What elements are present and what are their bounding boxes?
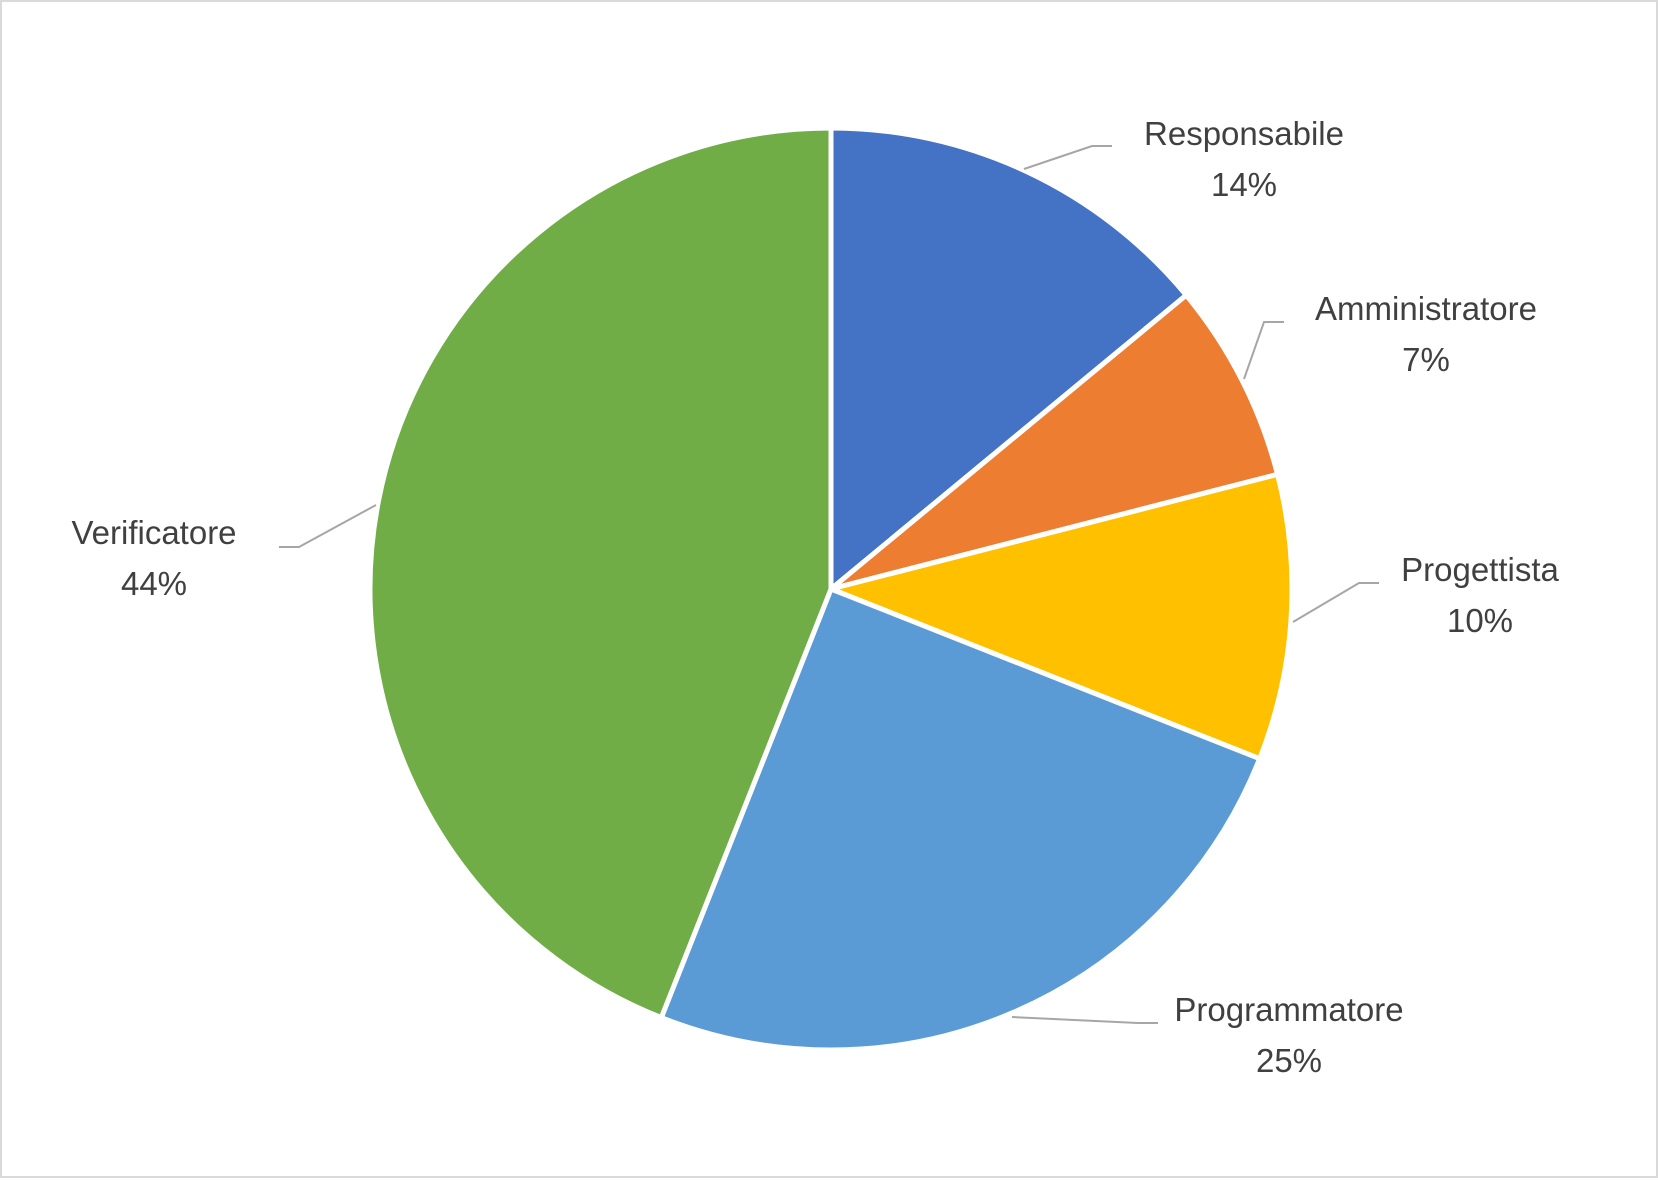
value-label-responsabile: 14%: [1211, 166, 1277, 203]
leader-line-verificatore: [279, 504, 377, 548]
value-label-progettista: 10%: [1447, 602, 1513, 639]
category-label-responsabile: Responsabile: [1144, 115, 1344, 152]
pie-slice-programmatore: [658, 586, 1263, 1053]
value-label-amministratore: 7%: [1402, 341, 1450, 378]
pie-slice-amministratore: [828, 292, 1281, 592]
pie-slice-verificatore: [367, 125, 834, 1021]
value-label-programmatore: 25%: [1256, 1042, 1322, 1079]
data-labels: Responsabile 14% Amministratore 7% Progettis…: [71, 115, 1559, 1079]
category-label-verificatore: Verificatore: [71, 514, 236, 551]
category-label-programmatore: Programmatore: [1174, 991, 1403, 1028]
leader-line-progettista: [1292, 582, 1379, 623]
category-label-progettista: Progettista: [1401, 551, 1559, 588]
category-label-amministratore: Amministratore: [1315, 290, 1537, 327]
pie-slices: [367, 125, 1295, 1053]
leader-line-amministratore: [1243, 321, 1284, 380]
leader-line-programmatore: [1011, 1016, 1158, 1024]
value-label-verificatore: 44%: [121, 565, 187, 602]
pie-slice-responsabile: [828, 125, 1189, 592]
leader-lines: [279, 145, 1379, 1024]
leader-line-responsabile: [1023, 145, 1112, 170]
pie-slice-progettista: [828, 471, 1295, 762]
